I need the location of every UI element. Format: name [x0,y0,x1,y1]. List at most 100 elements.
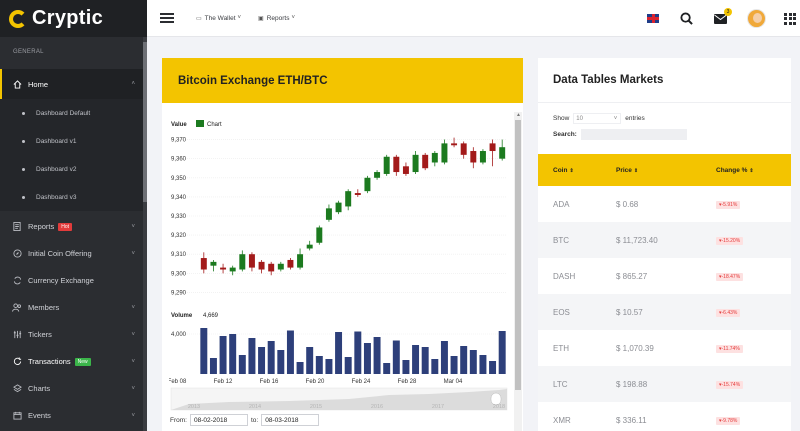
sidebar-item-label: Events [28,411,51,420]
volume-bar [229,334,237,374]
volume-bar [498,331,506,374]
sidebar-item-home[interactable]: Home ˄ [0,69,147,99]
change-cell: ▾-15.74% [716,366,791,402]
coin-cell: ETH [553,343,569,353]
change-column-header[interactable]: Change % ⇕ [716,154,791,186]
table-row[interactable]: ADA $ 0.68 ▾-5.91% [538,186,791,222]
from-label: From: [170,416,187,424]
y-tick-label: 9,370 [171,138,187,144]
x-tick-label: Feb 16 [260,379,279,385]
sidebar-item-reports[interactable]: Reports Hot ˅ [0,213,147,240]
y-tick-label: 9,340 [171,195,187,201]
coin-column-header[interactable]: Coin ⇕ [538,154,616,186]
sidebar-subitem-dashboard-default[interactable]: Dashboard Default [0,99,147,127]
price-cell: $ 1,070.39 [616,343,654,353]
layers-icon [12,384,22,394]
volume-bar [209,358,217,374]
search-input[interactable] [580,129,687,140]
sidebar-item-charts[interactable]: Charts ˅ [0,375,147,402]
sidebar-item-label: Charts [28,384,51,393]
users-icon [12,303,22,313]
candle-body [499,147,506,159]
coin-cell: LTC [538,366,616,402]
volume-bar [354,331,362,374]
volume-bar [219,336,227,374]
sidebar-item-label: Currency Exchange [28,276,94,285]
table-row[interactable]: EOS $ 10.57 ▾-6.43% [538,294,791,330]
candle-body [412,154,419,173]
volume-bar [306,347,314,374]
table-row[interactable]: LTC $ 198.88 ▾-15.74% [538,366,791,402]
mail-icon[interactable]: 3 [713,7,732,26]
candle-body [489,143,496,152]
coin-cell: EOS [538,294,616,330]
entries-select[interactable]: 10 ˅ [573,113,622,124]
search-icon[interactable] [679,12,693,26]
volume-tick-label: 4,000 [171,332,187,338]
table-row[interactable]: XMR $ 336.11 ▾-9.78% [538,402,791,431]
from-date-input[interactable] [189,414,248,426]
coin-cell: BTC [538,222,616,258]
reports-menu[interactable]: ▣ Reports ˅ [258,15,298,22]
table-row[interactable]: DASH $ 865.27 ▾-18.47% [538,258,791,294]
chart-scrollbar[interactable]: ▲ [514,112,522,431]
candle-body [470,151,477,163]
volume-bar [296,362,304,374]
sidebar-subitem-dashboard-v1[interactable]: Dashboard v1 [0,127,147,155]
sidebar-item-label: Members [28,303,60,312]
candle-body [393,156,400,173]
sidebar-item-ico[interactable]: Initial Coin Offering ˅ [0,240,147,267]
app-name: Cryptic [32,7,104,29]
legend-label: Value [171,122,187,128]
uk-flag-icon[interactable] [647,14,659,23]
logo[interactable]: Cryptic [0,0,147,37]
chart-scroll-thumb[interactable] [515,120,521,390]
refresh-icon [12,357,22,367]
volume-bar [383,363,391,374]
change-badge: ▾-15.20% [716,237,744,245]
sidebar-item-tickers[interactable]: Tickers ˅ [0,321,147,348]
candle-body [335,202,342,213]
sidebar-item-members[interactable]: Members ˅ [0,294,147,321]
sidebar-subitem-dashboard-v2[interactable]: Dashboard v2 [0,155,147,183]
volume-bar [344,357,352,374]
price-column-header[interactable]: Price ⇕ [616,154,716,186]
volume-bar [267,341,275,374]
table-row[interactable]: BTC $ 11,723.40 ▾-15.20% [538,222,791,258]
avatar[interactable] [747,9,766,28]
change-cell: ▾-6.43% [716,294,791,330]
markets-table: Coin ⇕ Price ⇕ Change % ⇕ ADA $ 0.68 ▾-5.91% B… [538,154,791,431]
menu-icon[interactable] [160,11,174,25]
candle-body [248,254,255,268]
y-tick-label: 9,300 [171,271,187,277]
down-arrow-icon: ▾ [719,202,722,208]
candle-body [325,208,332,220]
notification-count: 3 [724,7,732,16]
candle-body [451,143,458,146]
sidebar-item-currency-exchange[interactable]: Currency Exchange [0,267,147,294]
sidebar-scrollbar[interactable] [143,37,147,431]
chevron-down-icon: ˅ [131,304,135,311]
y-tick-label: 9,330 [171,214,187,220]
navigator-year-label: 2013 [188,404,200,410]
sidebar-item-events[interactable]: Events ˅ [0,402,147,429]
to-label: to: [250,416,259,424]
to-date-input[interactable] [261,414,320,426]
sidebar-subitem-dashboard-v3[interactable]: Dashboard v3 [0,183,147,211]
change-badge: ▾-18.47% [716,273,744,281]
entries-control: Show 10 ˅ entries [538,113,791,124]
table-row[interactable]: ETH $ 1,070.39 ▾-11.74% [538,330,791,366]
sidebar-item-transactions[interactable]: Transactions New ˅ [0,348,147,375]
markets-title: Data Tables Markets [538,58,791,103]
change-badge: ▾-15.74% [716,381,744,389]
chevron-down-icon: ˅ [291,15,295,21]
candle-body [306,244,313,249]
apps-grid-icon[interactable] [784,12,796,25]
scroll-up-icon[interactable]: ▲ [516,112,521,118]
sidebar-item-label: Tickers [28,330,52,339]
change-badge: ▾-5.91% [716,201,741,209]
wallet-menu[interactable]: ▭ The Wallet ˅ [196,15,244,22]
price-cell: $ 198.88 [616,366,716,402]
sidebar-scroll-thumb[interactable] [143,42,147,202]
candle-body [345,191,352,207]
